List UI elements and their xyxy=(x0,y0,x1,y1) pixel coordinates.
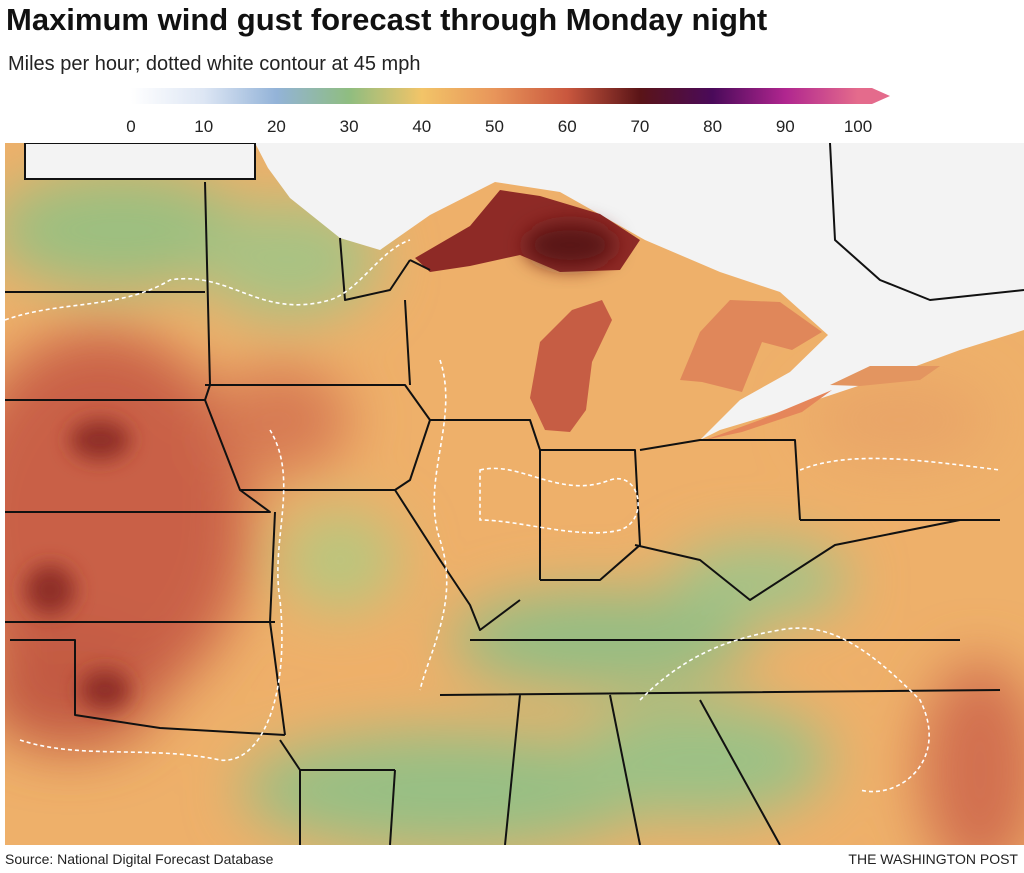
title: Maximum wind gust forecast through Monda… xyxy=(6,2,767,37)
legend-tick-label: 70 xyxy=(630,117,649,136)
legend-tick-label: 50 xyxy=(485,117,504,136)
legend-tick-label: 20 xyxy=(267,117,286,136)
subtitle: Miles per hour; dotted white contour at … xyxy=(8,53,420,75)
source: Source: National Digital Forecast Databa… xyxy=(5,851,274,867)
legend-tick-label: 80 xyxy=(703,117,722,136)
legend-tick-label: 0 xyxy=(126,117,135,136)
legend-tick-label: 40 xyxy=(412,117,431,136)
legend-tick-label: 30 xyxy=(340,117,359,136)
legend-tick-label: 10 xyxy=(194,117,213,136)
credit: THE WASHINGTON POST xyxy=(848,851,1018,867)
color-legend: 0 10 20 30 40 50 60 70 80 90 100 xyxy=(126,88,890,136)
color-bar xyxy=(131,88,890,104)
legend-tick-label: 60 xyxy=(558,117,577,136)
legend-tick-label: 90 xyxy=(776,117,795,136)
legend-tick-label: 100 xyxy=(844,117,872,136)
map xyxy=(5,143,1024,845)
